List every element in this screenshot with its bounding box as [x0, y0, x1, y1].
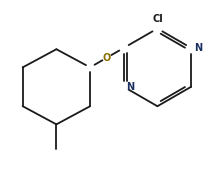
Text: Cl: Cl	[152, 14, 163, 24]
Text: N: N	[194, 43, 202, 53]
Text: O: O	[103, 53, 111, 63]
Text: N: N	[126, 82, 134, 92]
